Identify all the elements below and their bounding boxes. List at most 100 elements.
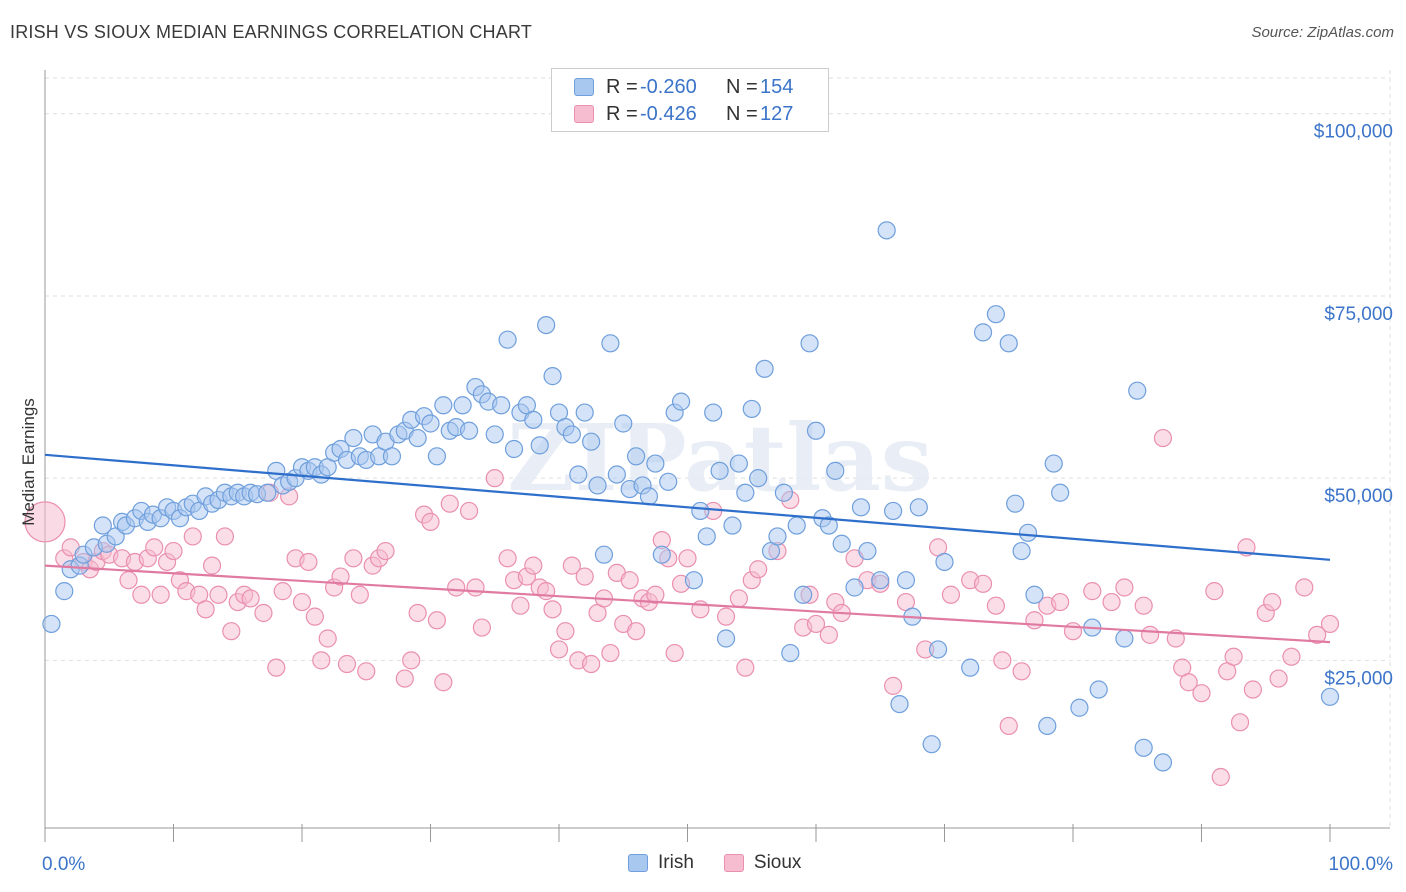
irish-point [922, 735, 941, 754]
sioux-point [1243, 680, 1263, 699]
sioux-point [537, 582, 556, 601]
irish-point [787, 516, 806, 535]
sioux-point [620, 571, 639, 590]
correlation-legend: R = -0.260 N = 154 R = -0.426 N = 127 [551, 68, 829, 132]
irish-point [768, 527, 787, 546]
irish-point [626, 447, 646, 466]
sioux-point [665, 643, 684, 663]
sioux-point [993, 651, 1012, 670]
irish-point [716, 629, 736, 648]
irish-point [890, 694, 909, 714]
sioux-point [434, 673, 453, 692]
irish-point [1025, 585, 1044, 604]
sioux-point [1269, 669, 1288, 688]
sioux-point [1192, 684, 1211, 703]
irish-point [774, 483, 793, 502]
irish-point [749, 469, 768, 488]
irish-point [55, 582, 74, 601]
sioux-point [427, 611, 447, 630]
irish-point [800, 334, 819, 353]
sioux-point [344, 549, 363, 568]
sioux-point [1295, 578, 1314, 597]
sioux-point [511, 596, 530, 615]
irish-point [986, 305, 1006, 324]
legend-label-irish: Irish [658, 852, 694, 873]
sioux-point [466, 578, 485, 597]
sioux-point [447, 578, 466, 597]
irish-point [42, 614, 61, 634]
sioux-point [222, 622, 241, 641]
y-tick-label: $50,000 [1324, 486, 1393, 507]
irish-point [1134, 738, 1153, 757]
sioux-point [421, 512, 440, 531]
r-label: R = [606, 102, 638, 125]
irish-point [562, 425, 581, 444]
irish-point [806, 421, 826, 440]
irish-point [883, 501, 903, 521]
sioux-point [999, 716, 1018, 736]
irish-point [382, 447, 402, 466]
sioux-point [1320, 614, 1340, 634]
irish-point [1320, 687, 1340, 706]
sioux-point [678, 549, 697, 568]
irish-point [1070, 698, 1089, 717]
irish-point [896, 571, 916, 590]
irish-point [819, 516, 838, 535]
irish-point [537, 315, 556, 335]
irish-point [1128, 381, 1147, 400]
irish-point [459, 421, 479, 440]
sioux-point [24, 501, 66, 543]
sioux-point [883, 676, 903, 695]
r-value: -0.426 [640, 102, 697, 125]
irish-point [524, 410, 543, 429]
irish-point [1006, 494, 1025, 513]
sioux-point [806, 614, 826, 634]
irish-point [485, 425, 504, 444]
irish-point [999, 334, 1018, 353]
irish-point [588, 476, 607, 495]
sioux-point [973, 574, 993, 593]
sioux-point [196, 600, 215, 619]
sioux-point [1115, 578, 1134, 597]
sioux-point [408, 603, 427, 623]
sioux-point [395, 669, 414, 688]
sioux-point [941, 585, 961, 604]
y-tick-labels: $25,000 $50,000 $75,000 $100,000 [1314, 122, 1393, 690]
sioux-point [357, 662, 376, 681]
sioux-point [1083, 582, 1102, 601]
x-tick-label: 0.0% [42, 854, 85, 875]
sioux-point [601, 643, 620, 663]
sioux-point [337, 654, 357, 674]
n-value: 127 [760, 102, 794, 125]
source-label: Source: ZipAtlas.com [1251, 24, 1394, 41]
sioux-point [267, 658, 286, 677]
irish-point [492, 396, 511, 415]
irish-point [684, 571, 704, 590]
axes [44, 70, 1390, 842]
irish-point [723, 516, 742, 535]
sioux-point [1012, 662, 1031, 681]
sioux-point [1025, 611, 1044, 630]
irish-point [504, 439, 524, 459]
n-label: N = [726, 75, 758, 98]
legend-item-irish: Irish [628, 852, 694, 874]
irish-point [601, 334, 620, 353]
sioux-point [729, 589, 749, 608]
sioux-point [305, 607, 324, 626]
irish-point [928, 640, 948, 659]
legend-row-sioux: R = -0.426 N = 127 [574, 101, 793, 127]
irish-point [639, 487, 659, 506]
sioux-point [485, 469, 504, 488]
irish-point [909, 498, 928, 517]
irish-point [421, 414, 440, 433]
irish-point [543, 367, 562, 386]
series-legend: Irish Sioux [628, 852, 831, 874]
sioux-point [209, 585, 228, 604]
irish-point [794, 585, 813, 604]
sioux-point [215, 527, 234, 546]
sioux-point [736, 658, 755, 677]
irish-point [710, 461, 729, 480]
sioux-point [1063, 622, 1083, 641]
irish-point [871, 571, 890, 590]
trend-lines [44, 453, 1331, 644]
